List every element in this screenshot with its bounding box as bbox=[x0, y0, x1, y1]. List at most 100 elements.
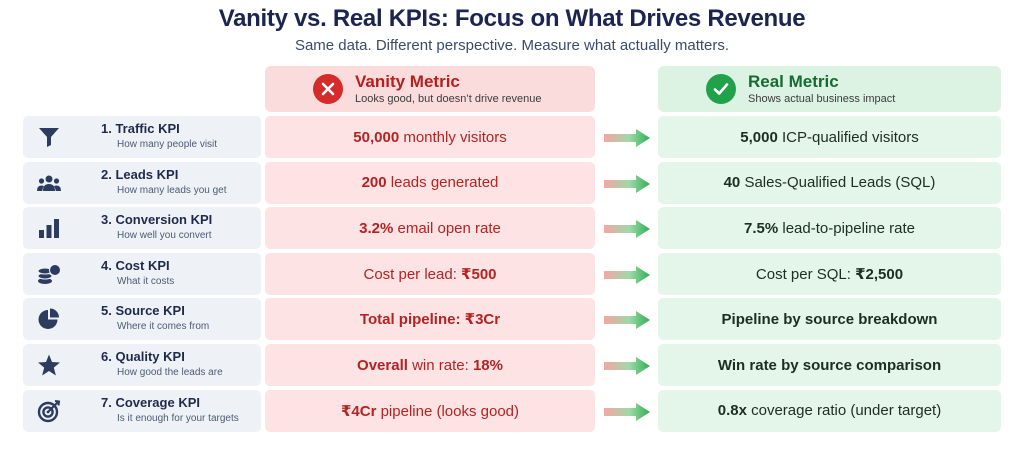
page-subtitle: Same data. Different perspective. Measur… bbox=[294, 37, 730, 54]
real-metric-cell: Pipeline by source breakdown bbox=[658, 298, 1001, 341]
kpi-row: 6. Quality KPI How good the leads are Over… bbox=[0, 344, 1024, 386]
star-icon bbox=[36, 353, 62, 377]
check-circle-icon bbox=[706, 74, 736, 104]
metric-segment: Win rate by source comparison bbox=[717, 356, 942, 374]
metric-segment: lead-to-pipeline rate bbox=[778, 219, 915, 237]
arrow-right-icon bbox=[604, 220, 650, 239]
kpi-description: How good the leads are bbox=[117, 367, 223, 378]
metric-segment: 200 bbox=[361, 174, 387, 192]
metric-segment: ICP-qualified visitors bbox=[777, 128, 919, 146]
kpi-row: 3. Conversion KPI How well you convert 3.2… bbox=[0, 207, 1024, 250]
real-metric-text: 40 Sales-Qualified Leads (SQL) bbox=[724, 174, 936, 191]
kpi-row: 2. Leads KPI How many leads you get 200 le… bbox=[0, 161, 1024, 204]
metric-segment: monthly visitors bbox=[399, 128, 507, 146]
kpi-label-card: 5. Source KPI Where it comes from bbox=[23, 298, 261, 341]
kpi-name: 1. Traffic KPI bbox=[101, 121, 180, 136]
metric-segment: Cost per SQL: bbox=[755, 265, 856, 283]
kpi-name: 7. Coverage KPI bbox=[101, 394, 200, 410]
vanity-metric-text: 200 leads generated bbox=[362, 174, 499, 191]
vanity-metric-cell: Cost per lead: ₹500 bbox=[265, 252, 595, 295]
kpi-description: Is it enough for your targets bbox=[117, 412, 239, 424]
real-metric-cell: 5,000 ICP-qualified visitors bbox=[658, 116, 1001, 158]
coins-icon bbox=[36, 262, 62, 286]
metric-segment: Sales-Qualified Leads (SQL) bbox=[740, 174, 936, 192]
metric-segment: Overall bbox=[357, 356, 408, 374]
people-icon bbox=[36, 171, 62, 195]
real-column-title: Real Metric bbox=[748, 72, 839, 92]
vanity-column-header: Vanity Metric Looks good, but doesn’t dr… bbox=[265, 66, 595, 112]
kpi-description: How many people visit bbox=[117, 139, 218, 150]
metric-segment: 0.8x bbox=[717, 402, 747, 420]
vanity-metric-cell: 3.2% email open rate bbox=[265, 207, 595, 250]
metric-segment: win rate: bbox=[407, 356, 473, 374]
vanity-column-subtitle: Looks good, but doesn’t drive revenue bbox=[355, 92, 542, 105]
metric-segment: email open rate bbox=[393, 219, 501, 237]
metric-segment: Total pipeline: ₹3Cr bbox=[359, 311, 501, 329]
arrow-right-icon bbox=[604, 265, 650, 284]
vanity-metric-text: 3.2% email open rate bbox=[359, 220, 501, 237]
bar-chart-icon bbox=[36, 216, 62, 240]
real-metric-cell: 40 Sales-Qualified Leads (SQL) bbox=[658, 161, 1001, 204]
real-metric-text: 5,000 ICP-qualified visitors bbox=[740, 129, 918, 146]
kpi-row: 5. Source KPI Where it comes from Total pi… bbox=[0, 298, 1024, 341]
page-title: Vanity vs. Real KPIs: Focus on What Driv… bbox=[218, 5, 806, 32]
metric-segment: Pipeline by source breakdown bbox=[721, 310, 938, 328]
arrow-right-icon bbox=[604, 357, 650, 375]
real-metric-cell: 0.8x coverage ratio (under target) bbox=[658, 389, 1001, 432]
kpi-description: What it costs bbox=[117, 275, 175, 287]
vanity-metric-cell: ₹4Cr pipeline (looks good) bbox=[265, 389, 595, 432]
kpi-label-card: 3. Conversion KPI How well you convert bbox=[23, 207, 261, 250]
real-metric-cell: 7.5% lead-to-pipeline rate bbox=[658, 207, 1001, 250]
metric-segment: 40 bbox=[723, 174, 741, 192]
arrow-right-icon bbox=[604, 174, 650, 193]
funnel-icon bbox=[36, 125, 62, 149]
kpi-name: 2. Leads KPI bbox=[101, 166, 179, 182]
metric-segment: Cost per lead: bbox=[363, 265, 462, 283]
kpi-description: Where it comes from bbox=[117, 321, 210, 333]
kpi-name: 3. Conversion KPI bbox=[101, 212, 213, 228]
kpi-label-card: 1. Traffic KPI How many people visit bbox=[23, 116, 261, 158]
metric-segment: 50,000 bbox=[353, 128, 400, 146]
vanity-column-title: Vanity Metric bbox=[355, 72, 460, 92]
real-metric-text: 0.8x coverage ratio (under target) bbox=[718, 402, 941, 419]
metric-segment: ₹2,500 bbox=[855, 265, 904, 283]
vanity-metric-text: ₹4Cr pipeline (looks good) bbox=[341, 402, 519, 420]
metric-segment: 7.5% bbox=[744, 219, 779, 237]
kpi-label-card: 4. Cost KPI What it costs bbox=[23, 252, 261, 295]
kpi-name: 6. Quality KPI bbox=[101, 349, 185, 364]
kpi-row: 4. Cost KPI What it costs Cost per lead: ₹… bbox=[0, 252, 1024, 295]
kpi-label-card: 6. Quality KPI How good the leads are bbox=[23, 344, 261, 386]
pie-chart-icon bbox=[36, 307, 62, 331]
arrow-right-icon bbox=[604, 402, 650, 421]
vanity-metric-cell: 50,000 monthly visitors bbox=[265, 116, 595, 158]
real-metric-text: 7.5% lead-to-pipeline rate bbox=[744, 220, 915, 237]
metric-segment: 3.2% bbox=[359, 219, 394, 237]
metric-segment: leads generated bbox=[386, 174, 499, 192]
metric-segment: 5,000 bbox=[740, 128, 778, 146]
real-metric-text: Win rate by source comparison bbox=[718, 357, 941, 374]
arrow-right-icon bbox=[604, 311, 650, 330]
kpi-label-card: 7. Coverage KPI Is it enough for your tar… bbox=[23, 389, 261, 432]
metric-segment: 18% bbox=[472, 356, 503, 374]
vanity-metric-text: 50,000 monthly visitors bbox=[353, 129, 506, 146]
real-metric-cell: Win rate by source comparison bbox=[658, 344, 1001, 386]
real-metric-cell: Cost per SQL: ₹2,500 bbox=[658, 252, 1001, 295]
kpi-row: 1. Traffic KPI How many people visit 50,00… bbox=[0, 116, 1024, 158]
vanity-metric-text: Total pipeline: ₹3Cr bbox=[360, 310, 500, 328]
kpi-row: 7. Coverage KPI Is it enough for your tar… bbox=[0, 389, 1024, 432]
target-icon bbox=[36, 399, 62, 423]
vanity-metric-cell: 200 leads generated bbox=[265, 161, 595, 204]
kpi-label-card: 2. Leads KPI How many leads you get bbox=[23, 161, 261, 204]
metric-segment: ₹4Cr bbox=[340, 402, 377, 420]
real-column-header: Real Metric Shows actual business impact bbox=[658, 66, 1001, 112]
metric-segment: coverage ratio (under target) bbox=[746, 402, 942, 420]
kpi-description: How well you convert bbox=[117, 230, 212, 242]
vanity-metric-cell: Total pipeline: ₹3Cr bbox=[265, 298, 595, 341]
real-metric-text: Cost per SQL: ₹2,500 bbox=[756, 265, 903, 283]
metric-segment: ₹500 bbox=[461, 265, 497, 283]
real-column-subtitle: Shows actual business impact bbox=[748, 92, 896, 105]
metric-segment: pipeline (looks good) bbox=[376, 402, 520, 420]
vanity-metric-text: Cost per lead: ₹500 bbox=[363, 265, 496, 283]
kpi-name: 5. Source KPI bbox=[101, 303, 185, 319]
kpi-description: How many leads you get bbox=[117, 184, 227, 196]
